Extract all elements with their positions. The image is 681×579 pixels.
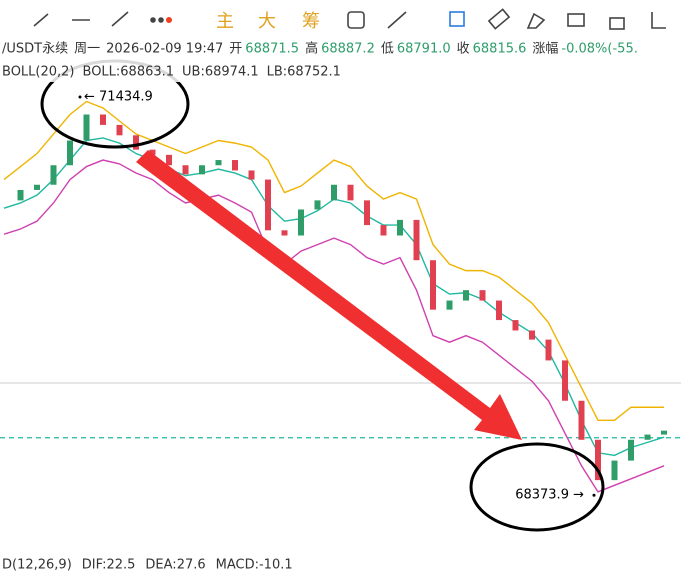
tool-chips[interactable]: 筹: [302, 11, 320, 32]
header-field: 低: [381, 42, 394, 57]
header-field: 2026-02-09 19:47: [106, 42, 223, 57]
header-field: 68887.2: [321, 42, 375, 57]
header-field: /USDT永续: [2, 42, 68, 57]
header-field: 68791.0: [397, 42, 451, 57]
header-field: 68815.6: [473, 42, 527, 57]
candle: [248, 170, 255, 180]
tool-select[interactable]: [449, 11, 465, 27]
header-field: 开: [229, 42, 242, 57]
candle: [331, 184, 337, 201]
min-label: 68373.9 →: [515, 488, 584, 503]
header-field: 涨幅: [532, 42, 558, 57]
band-line: [3, 159, 665, 493]
header-field: BOLL:68863.1: [83, 65, 175, 80]
candle: [446, 300, 453, 310]
candle: [199, 165, 205, 175]
tool-more[interactable]: [150, 17, 172, 23]
candle: [529, 330, 535, 340]
tool-big[interactable]: 大: [258, 11, 276, 32]
candle: [512, 320, 519, 331]
min-point: [592, 493, 596, 497]
candle: [116, 124, 123, 136]
candle: [595, 439, 601, 481]
tool-scale[interactable]: [651, 12, 666, 29]
candle: [430, 260, 436, 310]
candle: [380, 225, 387, 236]
header-field: 高: [305, 41, 318, 57]
max-point: [78, 95, 82, 99]
candle: [578, 400, 585, 440]
candle: [298, 209, 304, 236]
candle: [364, 200, 370, 226]
candle: [232, 160, 238, 171]
candle: [133, 135, 139, 150]
candle: [479, 290, 486, 301]
tool-candle[interactable]: [567, 13, 585, 27]
candle: [100, 114, 106, 125]
candle: [166, 154, 172, 166]
macd-field: D(12,26,9): [2, 558, 72, 573]
plot: [0, 100, 681, 493]
candle: [496, 300, 502, 321]
candle: [182, 165, 189, 175]
header-field: BOLL(20,2): [2, 65, 75, 80]
candle: [562, 360, 568, 401]
macd-field: MACD:-10.1: [216, 558, 293, 573]
header-bg: [0, 38, 681, 82]
macd-field: DIF:22.5: [82, 558, 136, 573]
candle: [265, 179, 271, 231]
header-field: 周一: [74, 42, 100, 57]
header: /USDT永续 周一 2026-02-09 19:47 开 68871.5 高 68887.…: [0, 38, 681, 573]
header-field: 收: [457, 42, 470, 57]
candle: [628, 439, 634, 461]
tool-lock[interactable]: [609, 17, 625, 30]
red-arrow: [136, 150, 522, 440]
candle: [34, 184, 40, 190]
tool-pen[interactable]: [526, 12, 546, 29]
max-label: ← 71434.9: [84, 89, 153, 104]
candle: [83, 114, 90, 141]
header-field: UB:68974.1: [182, 65, 259, 80]
candle: [413, 219, 420, 261]
tool-fib[interactable]: [387, 11, 407, 29]
candle: [611, 460, 618, 481]
candle: [17, 189, 24, 201]
candle: [67, 140, 73, 166]
candle: [149, 149, 156, 155]
header-field: -0.08%(-55.: [561, 42, 637, 57]
tool-sync[interactable]: [347, 11, 365, 29]
candle: [281, 230, 288, 236]
header-field: 68871.5: [245, 42, 299, 57]
candle: [545, 339, 552, 361]
tool-line[interactable]: [33, 13, 49, 27]
tool-ray[interactable]: [111, 11, 129, 27]
tool-ruler[interactable]: [487, 8, 511, 30]
header-field: LB:68752.1: [267, 65, 341, 80]
macd-field: DEA:27.6: [145, 558, 205, 573]
candle: [397, 219, 403, 236]
candle: [347, 184, 354, 201]
candle: [661, 430, 667, 435]
tool-main[interactable]: 主: [216, 11, 234, 32]
candle: [463, 290, 469, 301]
candle: [215, 160, 222, 166]
toolbar: [33, 8, 666, 30]
circle-low: [469, 442, 605, 532]
candle: [314, 200, 321, 210]
band-line: [3, 100, 664, 421]
candle: [50, 165, 57, 185]
candle: [644, 434, 651, 440]
